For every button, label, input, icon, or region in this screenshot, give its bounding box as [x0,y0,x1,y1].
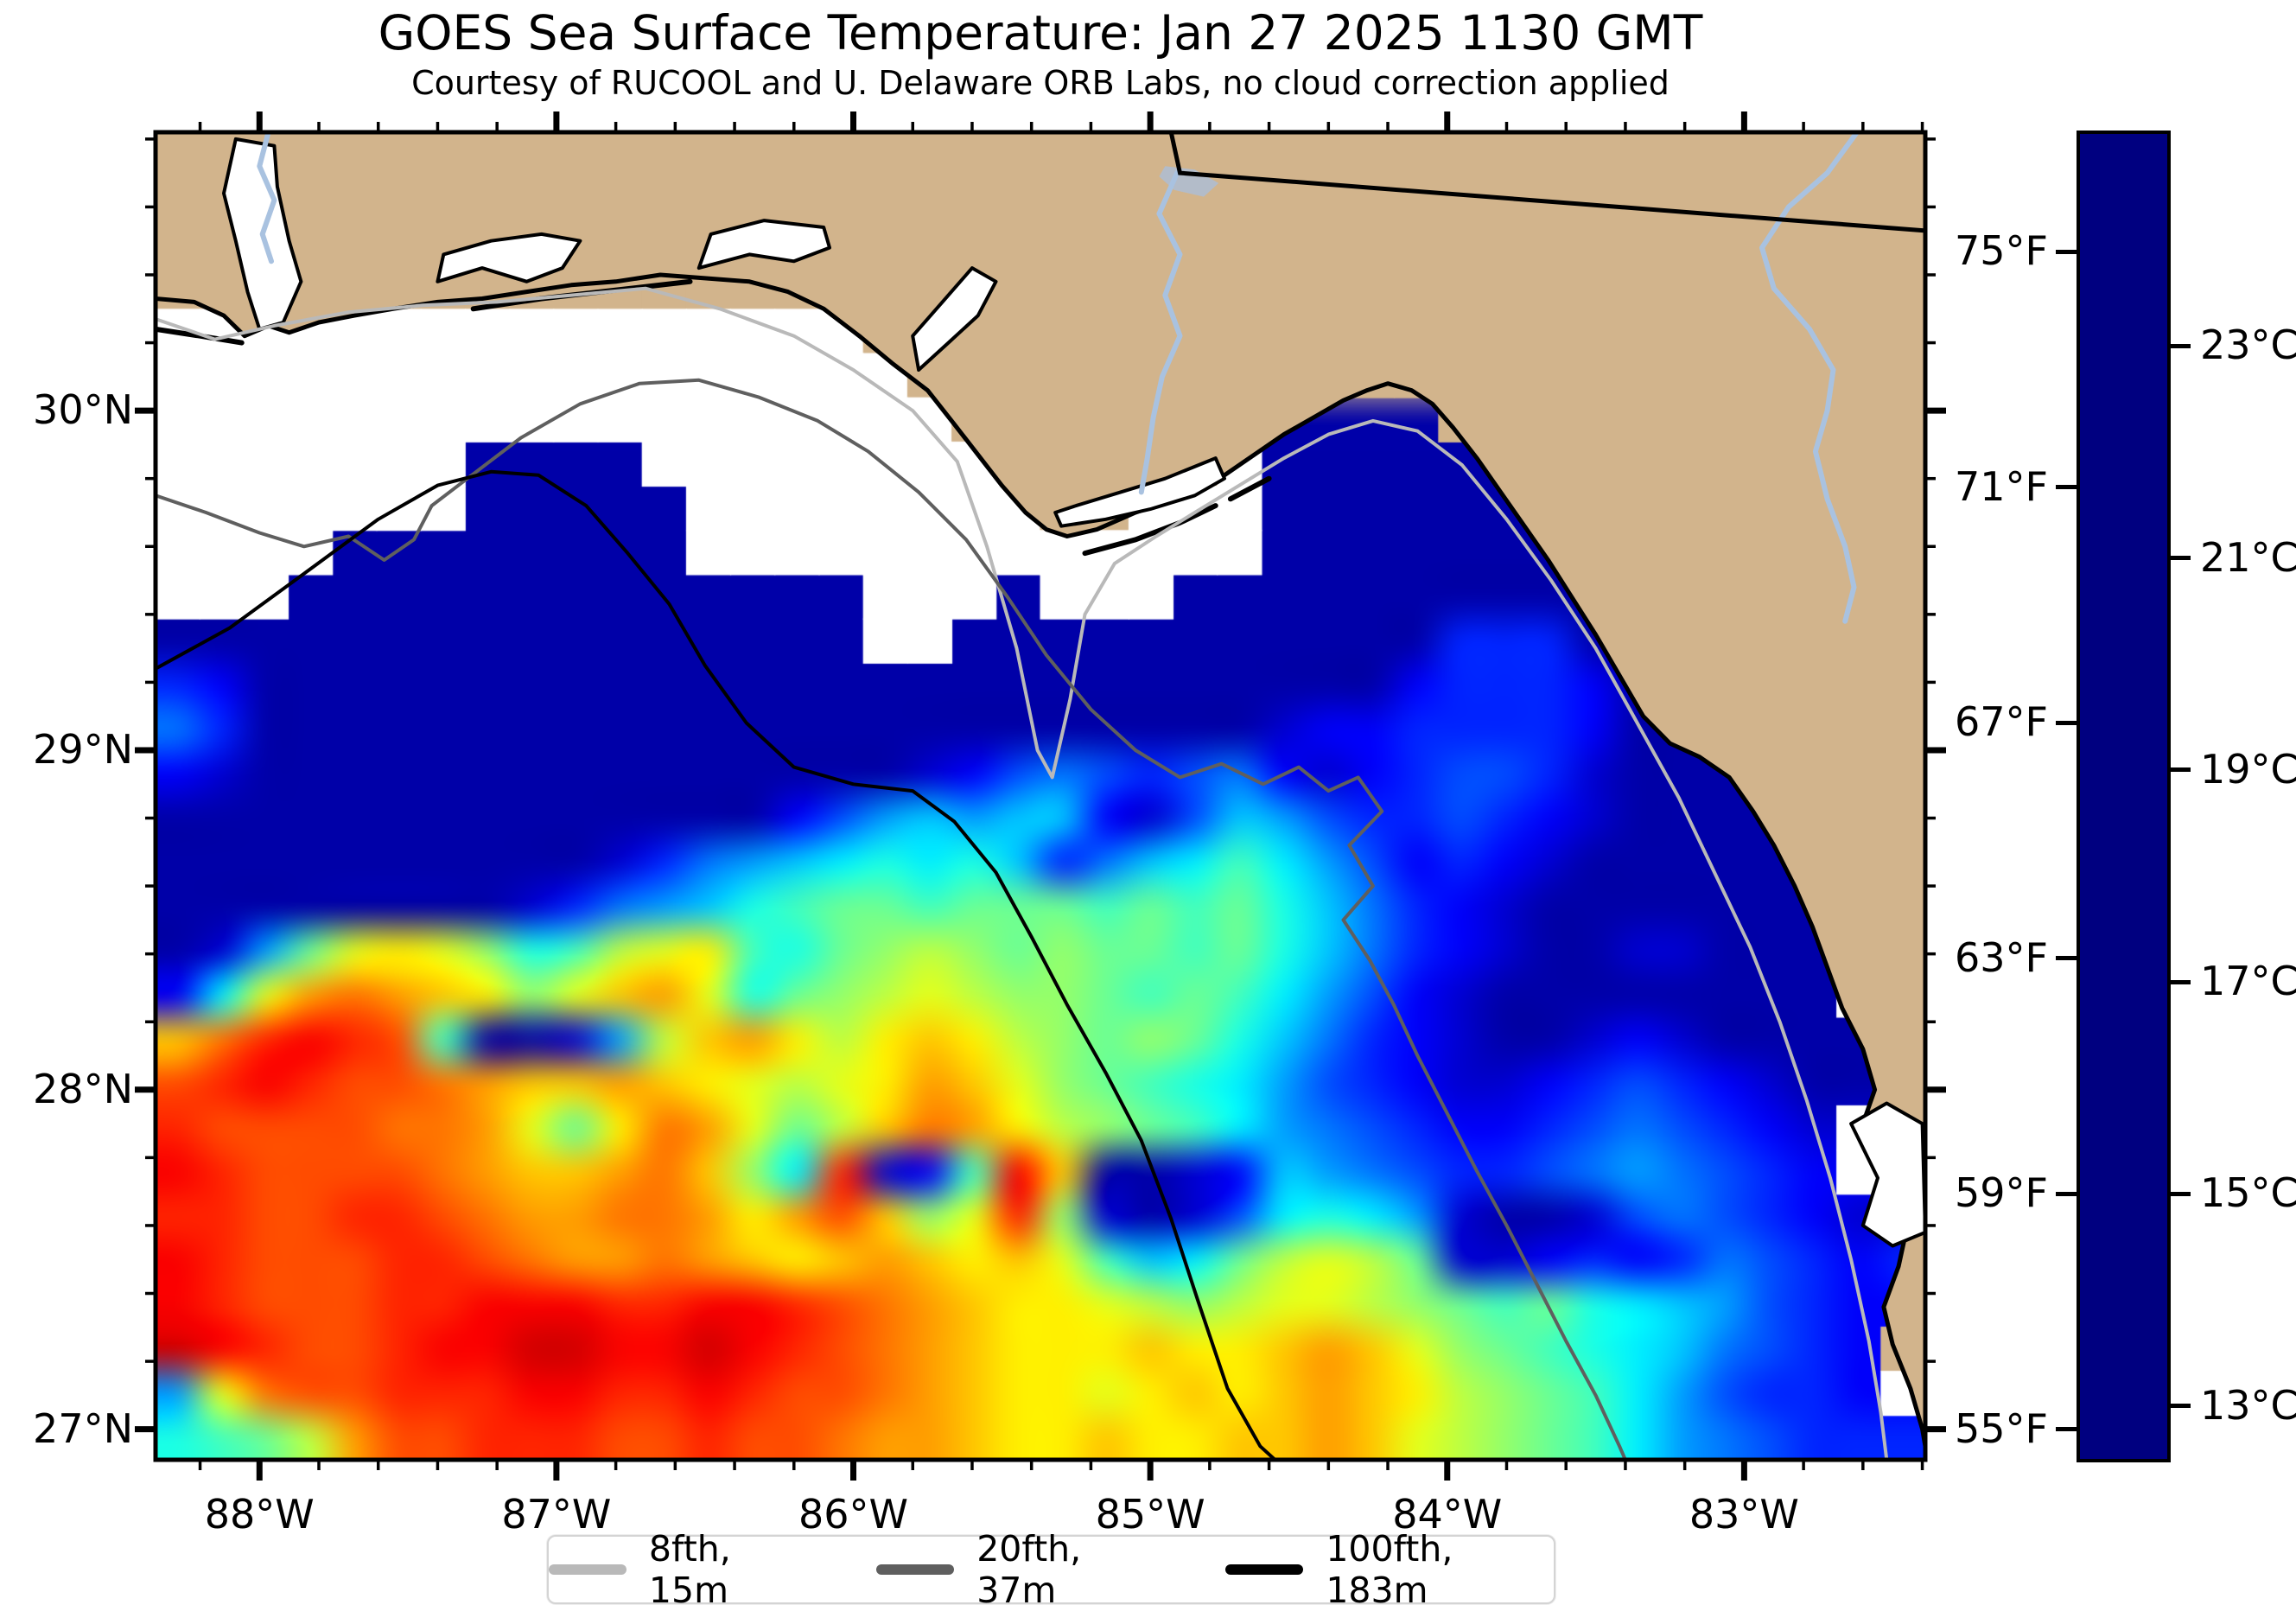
colorbar-f-tick [2056,249,2077,254]
apalachicola-river [1138,170,1183,495]
legend-line-swatch [549,1564,626,1575]
colorbar-label-67°F: 67°F [1955,698,2048,746]
colorbar-label-13°C: 13°C [2200,1381,2296,1429]
map-overlay [135,111,1946,1481]
colorbar-label-19°C: 19°C [2200,745,2296,793]
st-george-island [1082,503,1218,557]
legend-item-20fth: 20fth, 37m [876,1528,1161,1611]
chart-title: GOES Sea Surface Temperature: Jan 27 202… [378,5,1703,61]
chart-subtitle: Courtesy of RUCOOL and U. Delaware ORB L… [411,64,1670,102]
contour-8fth [156,286,1889,1460]
colorbar-c-tick [2170,1404,2191,1409]
colorbar-f-tick [2056,1191,2077,1196]
colorbar-f-tick [2056,485,2077,490]
mainland-landmass [156,132,1925,1449]
colorbar-c-tick [2170,979,2191,984]
legend-line-swatch [1225,1564,1304,1575]
map-plot [135,111,1946,1481]
legend-label: 100fth, 183m [1326,1528,1453,1611]
x-axis-label-85°W: 85°W [1095,1491,1205,1538]
y-axis-label-28°N: 28°N [33,1065,133,1112]
contour-legend: 8fth, 15m 20fth, 37m 100fth, 183m [547,1528,1555,1611]
legend-item-100fth: 100fth, 183m [1225,1528,1554,1611]
x-axis-label-87°W: 87°W [501,1491,612,1538]
colorbar-f-tick [2056,956,2077,961]
plot-frame [153,130,1928,1462]
colorbar-label-15°C: 15°C [2200,1169,2296,1217]
y-axis-label-27°N: 27°N [33,1404,133,1452]
contour-20fth [156,378,1627,1460]
x-axis-label-88°W: 88°W [204,1491,315,1538]
contour-100fth [156,469,1276,1460]
suwannee-river [1759,132,1860,624]
colorbar-f-tick [2056,720,2077,725]
colorbar-gradient [2080,134,2167,1459]
map-vector-layer [156,132,1925,1460]
colorbar-label-75°F: 75°F [1955,227,2048,275]
y-axis-label-29°N: 29°N [33,725,133,773]
legend-item-8fth: 8fth, 15m [549,1528,812,1611]
legend-line-swatch [876,1564,955,1575]
dog-island [1227,475,1272,502]
colorbar-label-55°F: 55°F [1955,1404,2048,1452]
tampa-bay [1849,1101,1925,1248]
colorbar-label-59°F: 59°F [1955,1169,2048,1217]
mobile-river [257,132,277,264]
colorbar-c-tick [2170,343,2191,348]
x-axis-label-83°W: 83°W [1689,1491,1799,1538]
colorbar-label-63°F: 63°F [1955,933,2048,981]
colorbar [2077,131,2171,1462]
x-axis-label-84°W: 84°W [1392,1491,1503,1538]
x-axis-label-86°W: 86°W [798,1491,909,1538]
colorbar-c-tick [2170,767,2191,773]
colorbar-label-71°F: 71°F [1955,462,2048,510]
legend-label: 8fth, 15m [648,1528,731,1611]
colorbar-label-17°C: 17°C [2200,958,2296,1005]
legend-label: 20fth, 37m [976,1528,1082,1611]
choctawhatchee-bay [696,219,831,271]
state-boundary [1168,132,1925,233]
y-axis-label-30°N: 30°N [33,386,133,434]
pensacola-bay [436,232,582,283]
colorbar-f-tick [2056,1427,2077,1432]
colorbar-c-tick [2170,556,2191,561]
colorbar-label-23°C: 23°C [2200,322,2296,369]
colorbar-c-tick [2170,1191,2191,1196]
colorbar-label-21°C: 21°C [2200,533,2296,581]
st-andrew-bay [911,266,998,372]
